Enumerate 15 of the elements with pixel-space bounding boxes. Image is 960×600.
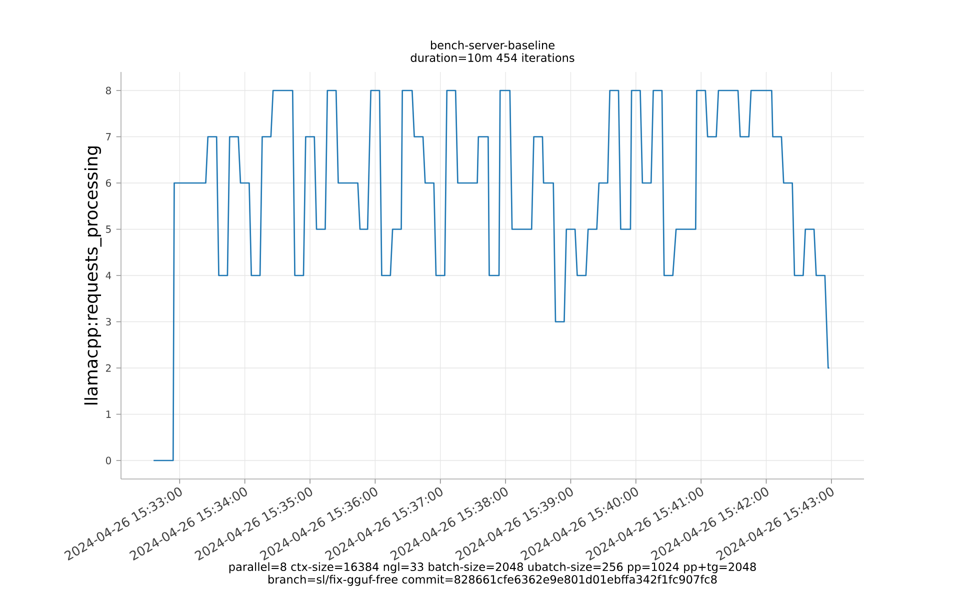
y-tick-label: 7 [106,133,111,140]
y-tick-label: 6 [106,179,112,187]
y-tick-label: 2 [106,364,111,372]
y-axis-title: llamacpp:requests_processing [84,146,102,404]
text: branch=sl/fix-gguf-free commit=828661cfe6362e9e801d01ebffa342f1fc907fc8 [268,574,717,586]
x-axis-title: parallel=8 ctx-size=16384 ngl=33 batch-size=2048 ubatch-size=256 pp=1024 pp+tg=2048 [229,562,756,574]
line-series [152,90,830,462]
y-tick-label: 1 [106,410,111,418]
chart-title: bench-server-baseline [430,40,554,50]
chart-subtitle: duration=10m 454 iterations [410,53,574,62]
y-tick-label: 8 [106,86,111,94]
y-tick-label: 3 [106,318,111,326]
y-tick-label: 0 [106,456,111,464]
y-tick-label: 5 [106,226,111,233]
y-tick-label: 4 [106,272,112,280]
